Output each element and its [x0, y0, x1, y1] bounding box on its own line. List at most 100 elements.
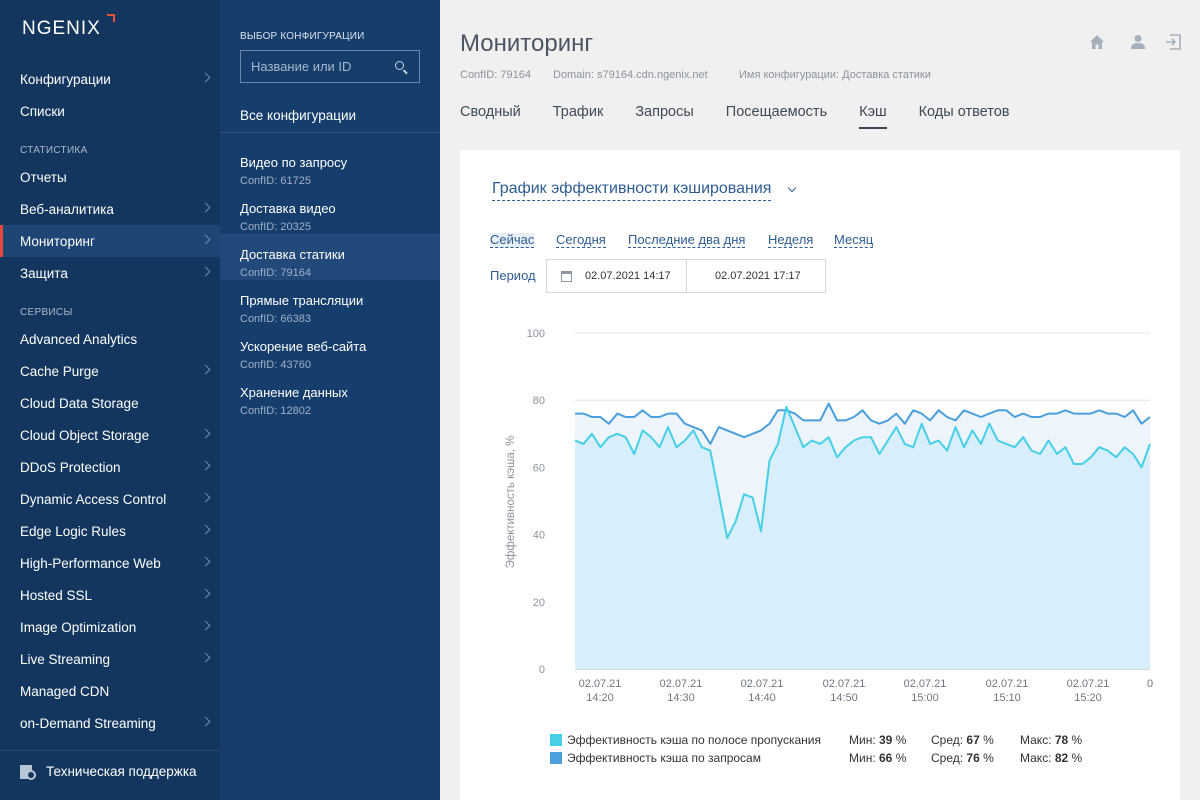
- stat-unit: %: [1068, 733, 1083, 747]
- sidebar-item-cloud-object-storage[interactable]: Cloud Object Storage: [0, 419, 220, 451]
- sidebar-item-edge-logic-rules[interactable]: Edge Logic Rules: [0, 515, 220, 547]
- sidebar-item-label: Мониторинг: [20, 233, 95, 249]
- sidebar-item-label: Отчеты: [20, 169, 67, 185]
- range-неделя[interactable]: Неделя: [768, 232, 814, 248]
- legend-swatch: [550, 752, 562, 764]
- tab-трафик[interactable]: Трафик: [552, 104, 604, 120]
- chevron-right-icon: [200, 364, 211, 375]
- tab-кэш[interactable]: Кэш: [859, 104, 887, 129]
- config-id: ConfID: 61725: [240, 175, 311, 187]
- config-id: ConfID: 79164: [240, 267, 311, 279]
- x-tick-label: 14:20: [586, 692, 614, 704]
- config-id: ConfID: 66383: [240, 313, 311, 325]
- range-последние-два-дня[interactable]: Последние два дня: [628, 232, 746, 248]
- sidebar-item-label: Cloud Object Storage: [20, 427, 150, 443]
- sidebar-item-lists[interactable]: Списки: [0, 95, 220, 127]
- sidebar-item-hosted-ssl[interactable]: Hosted SSL: [0, 579, 220, 611]
- sidebar-item-on-demand-streaming[interactable]: on-Demand Streaming: [0, 707, 220, 739]
- config-id: ConfID: 12802: [240, 405, 311, 417]
- sidebar-item-cache-purge[interactable]: Cache Purge: [0, 355, 220, 387]
- tab-сводный[interactable]: Сводный: [460, 104, 521, 120]
- config-list-item[interactable]: Ускорение веб-сайта ConfID: 43760: [220, 326, 440, 372]
- sidebar-item-label: Cache Purge: [20, 363, 99, 379]
- config-search-input[interactable]: [241, 51, 381, 82]
- config-name: Хранение данных: [240, 385, 348, 400]
- tab-коды-ответов[interactable]: Коды ответов: [918, 104, 1010, 120]
- sidebar-item-ddos-protection[interactable]: DDoS Protection: [0, 451, 220, 483]
- main-sidebar: NGENIX Конфигурации Списки СТАТИСТИКА От…: [0, 0, 220, 800]
- sidebar-item-advanced-analytics[interactable]: Advanced Analytics: [0, 323, 220, 355]
- sidebar-item-label: Live Streaming: [20, 651, 111, 667]
- range-сегодня[interactable]: Сегодня: [556, 232, 606, 248]
- chart-card: График эффективности кэширования Период …: [460, 150, 1180, 800]
- config-list-item[interactable]: Хранение данных ConfID: 12802: [220, 372, 440, 418]
- chevron-right-icon: [200, 266, 211, 277]
- sidebar-item-monitoring[interactable]: Мониторинг: [0, 225, 220, 257]
- search-icon[interactable]: [395, 61, 404, 70]
- config-list-item[interactable]: Доставка видео ConfID: 20325: [220, 188, 440, 234]
- date-to-field[interactable]: 02.07.2021 17:17: [686, 259, 826, 293]
- x-tick-label: 15:10: [993, 692, 1021, 704]
- y-tick-label: 100: [527, 328, 545, 340]
- series-line-bandwidth: [574, 405, 1151, 539]
- stat-unit: %: [892, 751, 907, 765]
- chevron-right-icon: [200, 202, 211, 213]
- y-tick-label: 80: [533, 395, 545, 407]
- sidebar-item-web-analytics[interactable]: Веб-аналитика: [0, 193, 220, 225]
- sidebar-item-managed-cdn[interactable]: Managed CDN: [0, 675, 220, 707]
- sidebar-item-cloud-data-storage[interactable]: Cloud Data Storage: [0, 387, 220, 419]
- stat-value: 66: [879, 751, 893, 765]
- logo[interactable]: NGENIX: [22, 18, 101, 39]
- area-bandwidth: [575, 406, 1150, 669]
- user-icon[interactable]: [1129, 33, 1147, 51]
- y-tick-label: 40: [533, 530, 545, 542]
- home-icon[interactable]: [1088, 33, 1106, 51]
- sidebar-item-label: Cloud Data Storage: [20, 395, 139, 411]
- sidebar-item-protection[interactable]: Защита: [0, 257, 220, 289]
- sidebar-item-image-optimization[interactable]: Image Optimization: [0, 611, 220, 643]
- stat-label: Макс:: [1020, 733, 1055, 747]
- sidebar-item-dynamic-access-control[interactable]: Dynamic Access Control: [0, 483, 220, 515]
- range-сейчас[interactable]: Сейчас: [490, 232, 535, 248]
- stat-label: Мин:: [849, 733, 879, 747]
- config-list-item[interactable]: Доставка статики ConfID: 79164: [220, 234, 440, 280]
- config-list-item[interactable]: Видео по запросу ConfID: 61725: [220, 142, 440, 188]
- stat-label: Макс:: [1020, 751, 1055, 765]
- chart-selector[interactable]: График эффективности кэширования: [492, 180, 772, 201]
- legend-item-bandwidth[interactable]: Эффективность кэша по полосе пропускания: [550, 733, 821, 747]
- sidebar-item-configurations[interactable]: Конфигурации: [0, 63, 220, 95]
- config-name: Доставка статики: [240, 247, 345, 262]
- sidebar-item-live-streaming[interactable]: Live Streaming: [0, 643, 220, 675]
- chevron-right-icon: [200, 428, 211, 439]
- stat-label: Сред:: [931, 751, 967, 765]
- support-label: Техническая поддержка: [46, 764, 197, 779]
- config-name: Прямые трансляции: [240, 293, 364, 308]
- range-месяц[interactable]: Месяц: [834, 232, 874, 248]
- logout-icon[interactable]: [1164, 33, 1182, 51]
- x-tick-label: 02.07.21: [986, 678, 1029, 690]
- sidebar-item-label: Веб-аналитика: [20, 201, 114, 217]
- tab-запросы[interactable]: Запросы: [635, 104, 694, 120]
- x-tick-label: 15:00: [911, 692, 939, 704]
- sidebar-item-label: Edge Logic Rules: [20, 523, 126, 539]
- date-from-field[interactable]: 02.07.2021 14:17: [546, 259, 687, 293]
- sidebar-item-label: DDoS Protection: [20, 459, 121, 475]
- sidebar-item-label: Списки: [20, 103, 65, 119]
- config-name-meta: Имя конфигурации: Доставка статики: [739, 69, 931, 81]
- sidebar-divider: [0, 750, 220, 751]
- conf-id-meta: ConfID: 79164: [460, 69, 531, 81]
- sidebar-item-high-performance-web[interactable]: High-Performance Web: [0, 547, 220, 579]
- x-tick-label: 02.07.21: [741, 678, 784, 690]
- x-tick-label: 0: [1147, 678, 1153, 690]
- tab-посещаемость[interactable]: Посещаемость: [725, 104, 828, 120]
- config-list-item[interactable]: Прямые трансляции ConfID: 66383: [220, 280, 440, 326]
- chevron-right-icon: [200, 588, 211, 599]
- support-link[interactable]: Техническая поддержка: [20, 764, 197, 780]
- all-configs-link[interactable]: Все конфигурации: [240, 108, 357, 123]
- stat-value: 39: [879, 733, 893, 747]
- x-tick-label: 02.07.21: [1067, 678, 1110, 690]
- legend-label: Эффективность кэша по полосе пропускания: [567, 733, 821, 747]
- sidebar-item-reports[interactable]: Отчеты: [0, 161, 220, 193]
- legend-item-requests[interactable]: Эффективность кэша по запросам: [550, 751, 761, 765]
- sidebar-item-label: Конфигурации: [20, 71, 111, 87]
